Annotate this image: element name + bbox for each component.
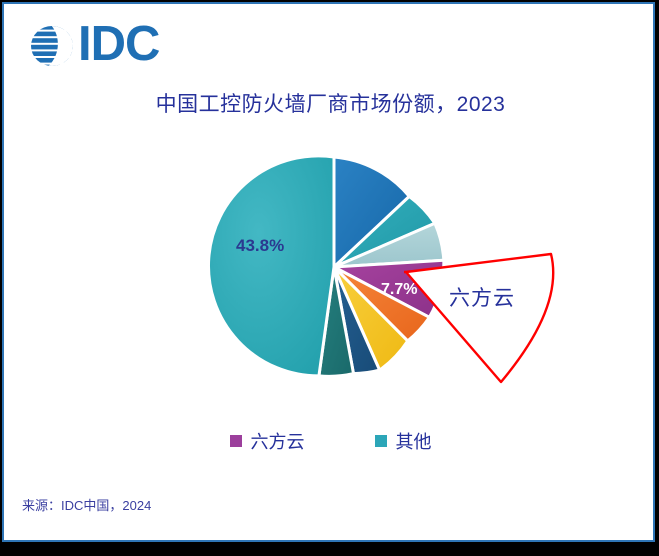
striped-globe-icon — [31, 26, 73, 66]
legend-label-liufangyun: 六方云 — [250, 432, 305, 452]
idc-logo: IDC — [30, 17, 175, 72]
callout-liufangyun: 六方云 — [334, 232, 579, 392]
pie-chart-svg — [206, 154, 446, 378]
pie-label-other: 43.8% — [236, 236, 285, 255]
legend-item-other[interactable]: 其他 — [374, 428, 432, 454]
legend-label-other: 其他 — [395, 432, 432, 452]
legend-swatch-liufangyun — [229, 435, 242, 447]
callout-shape — [334, 252, 555, 384]
legend-swatch-other — [374, 435, 387, 447]
slide-canvas: IDC 中国工控防火墙厂商市场份额，2023 — [2, 2, 655, 542]
callout-wedge-outline — [404, 252, 555, 384]
source-note: 来源：IDC中国，2024 — [22, 498, 152, 513]
legend-item-liufangyun[interactable]: 六方云 — [229, 428, 305, 454]
pie-chart: 43.8% 7.7% — [199, 154, 469, 399]
page-title: 中国工控防火墙厂商市场份额，2023 — [155, 93, 506, 116]
pie-label-liufangyun: 7.7% — [381, 281, 418, 298]
pie-slice-1 — [332, 155, 411, 269]
callout-label: 六方云 — [449, 287, 515, 310]
pie-slice-other — [206, 154, 336, 378]
chart-legend: 六方云 其他 — [4, 428, 653, 454]
idc-logo-text: IDC — [78, 17, 160, 71]
